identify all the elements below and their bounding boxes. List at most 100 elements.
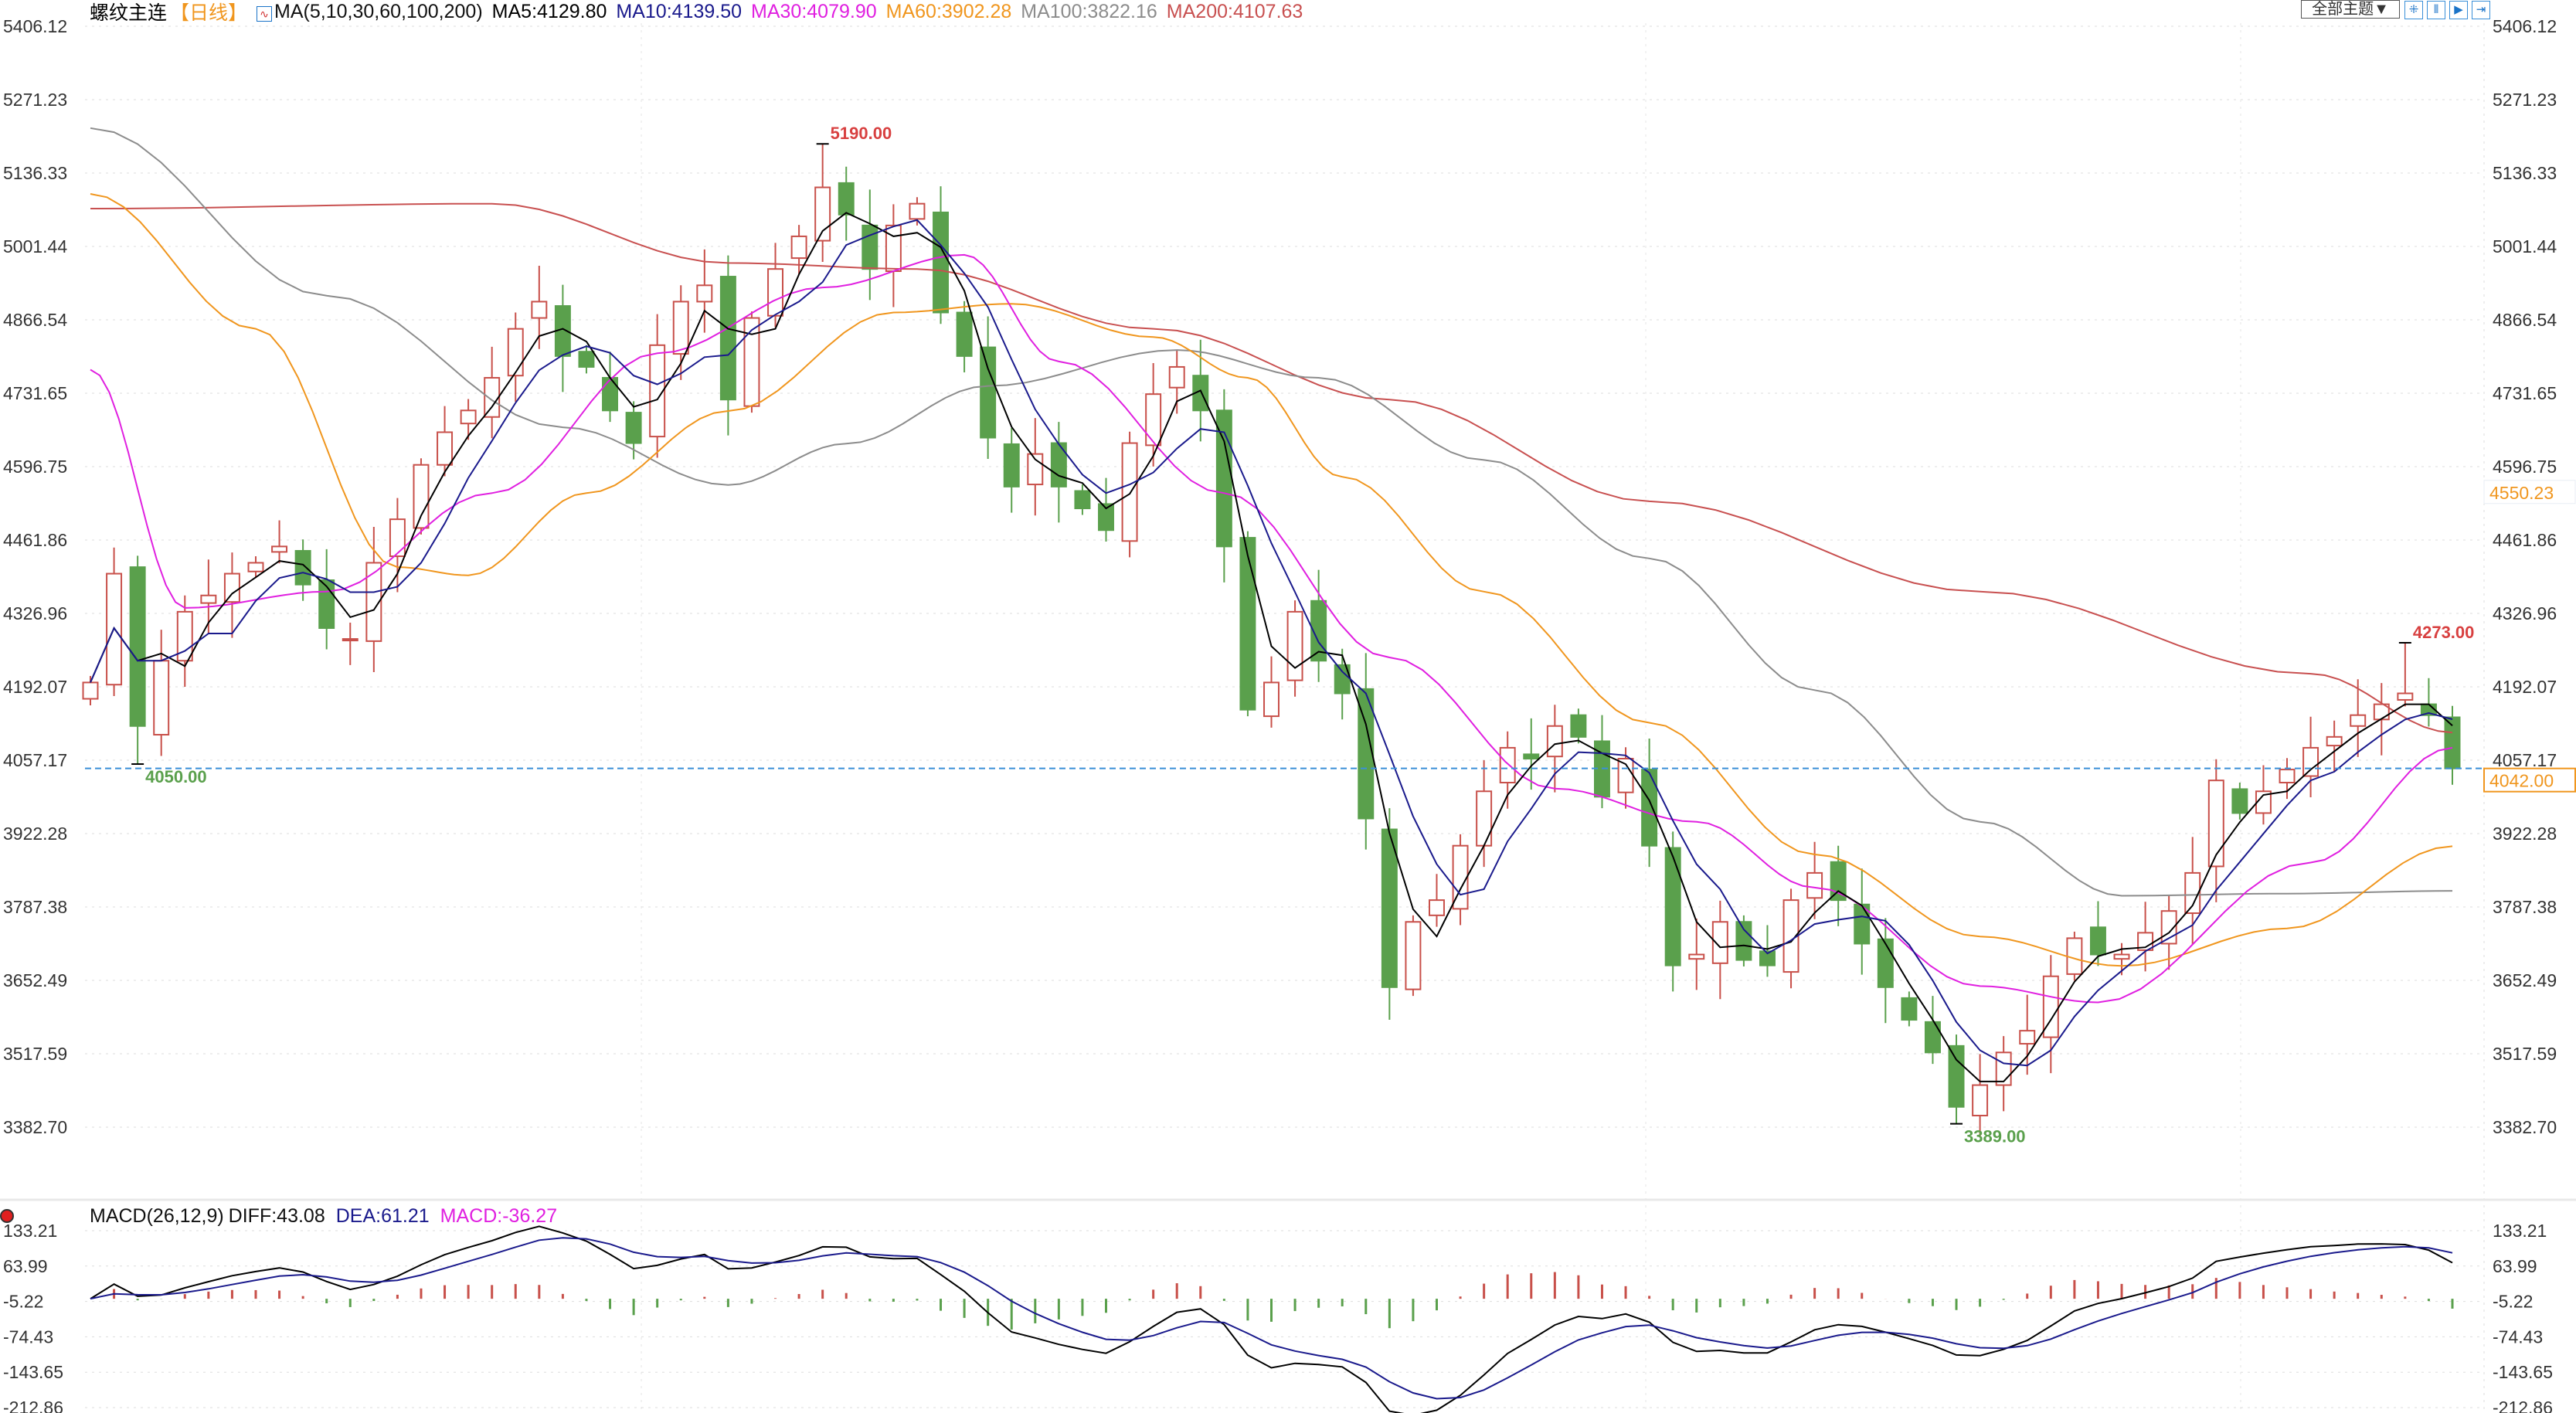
candle — [696, 249, 713, 333]
macd-tick-right: 133.21 — [2493, 1221, 2547, 1241]
macd-tick-left: -212.86 — [3, 1398, 63, 1413]
candle-body — [672, 301, 689, 355]
candle-body — [814, 186, 831, 242]
y-tick-label-left: 4596.75 — [3, 457, 67, 477]
macd-value: MACD:-36.27 — [440, 1205, 558, 1227]
candle-body — [1499, 746, 1516, 783]
candle-body — [1948, 1044, 1965, 1108]
candle — [2231, 782, 2248, 820]
candle — [247, 556, 264, 579]
candle — [1215, 389, 1232, 583]
candle — [1499, 731, 1516, 809]
candle — [2184, 837, 2201, 945]
candle — [1688, 919, 1705, 990]
candle — [1027, 418, 1044, 516]
candle — [649, 314, 666, 458]
y-tick-label-left: 5406.12 — [3, 16, 67, 36]
ma200-line — [90, 202, 2453, 734]
crosshair-icon[interactable]: ⁜ — [2404, 1, 2423, 19]
candle — [1617, 747, 1634, 809]
candle — [1358, 653, 1375, 850]
candle-body — [602, 377, 619, 412]
candle-body — [885, 224, 902, 272]
candle — [1735, 915, 1752, 967]
theme-select-button[interactable]: 全部主题▼ — [2301, 0, 2400, 19]
candle-body — [1546, 725, 1563, 758]
ma100-line — [90, 127, 2453, 897]
candle — [1523, 718, 1540, 790]
ma200-value: MA200:4107.63 — [1166, 0, 1303, 22]
settings-icon[interactable] — [0, 1209, 14, 1223]
candle — [1476, 760, 1493, 868]
candle-body — [696, 284, 713, 303]
macd-diff-line — [90, 1225, 2453, 1413]
jump-to-end-icon[interactable]: ⇥ — [2472, 1, 2490, 19]
candle — [838, 166, 855, 241]
candle — [223, 552, 240, 638]
candle — [1286, 600, 1303, 697]
ma30-value: MA30:4079.90 — [751, 0, 877, 22]
candle-body — [1381, 828, 1398, 988]
low-price-label: 4050.00 — [145, 767, 207, 786]
candle — [1711, 900, 1728, 1000]
candle — [1074, 484, 1091, 515]
candle — [318, 549, 335, 650]
play-forward-icon[interactable]: ▶ — [2449, 1, 2468, 19]
candle — [1995, 1036, 2012, 1112]
ma60-value: MA60:3902.28 — [885, 0, 1012, 22]
candle — [82, 675, 99, 705]
y-tick-label-left: 3382.70 — [3, 1117, 67, 1137]
macd-tick-right: 63.99 — [2493, 1256, 2537, 1276]
zoom-in-bars-icon[interactable]: ⫴ — [2427, 1, 2445, 19]
y-tick-label-left: 4057.17 — [3, 750, 67, 770]
macd-params[interactable]: MACD(26,12,9) — [90, 1205, 224, 1227]
y-tick-label-left: 4192.07 — [3, 677, 67, 697]
candle — [2089, 901, 2106, 966]
y-tick-label-right: 4192.07 — [2493, 677, 2557, 697]
candle — [1972, 1054, 1989, 1137]
candle — [814, 144, 831, 263]
candle — [1168, 350, 1185, 414]
candle — [484, 346, 501, 439]
ma-params[interactable]: ∿ MA(5,10,30,60,100,200) — [257, 1, 483, 23]
candle — [1854, 868, 1871, 975]
candle-body — [1429, 899, 1445, 916]
macd-tick-right: -74.43 — [2493, 1326, 2543, 1347]
candle-body — [2231, 788, 2248, 814]
symbol-name: 螺纹主连 — [90, 2, 168, 24]
low-price-label: 3389.00 — [1964, 1127, 2026, 1146]
candle-body — [909, 202, 926, 220]
candle — [106, 547, 123, 697]
candle-body — [1003, 443, 1020, 487]
y-tick-label-right: 4866.54 — [2493, 310, 2557, 330]
candle — [1782, 888, 1799, 989]
macd-tick-left: -5.22 — [3, 1292, 43, 1312]
candle-body — [1664, 847, 1681, 966]
candle — [1594, 715, 1610, 809]
candle — [1405, 915, 1422, 997]
candle-body — [342, 638, 359, 642]
candle-body — [129, 566, 146, 727]
y-tick-label-right: 5001.44 — [2493, 236, 2557, 256]
candle-body — [2350, 714, 2367, 727]
candle-body — [437, 431, 454, 466]
candle — [625, 401, 642, 460]
candle-body — [1523, 753, 1540, 760]
y-tick-label-right: 3517.59 — [2493, 1044, 2557, 1064]
high-price-label: 4273.00 — [2413, 623, 2475, 642]
y-tick-label-right: 4057.17 — [2493, 750, 2557, 770]
candle-body — [1972, 1084, 1989, 1116]
candle-body — [2089, 926, 2106, 956]
period-label[interactable]: 【日线】 — [170, 2, 248, 24]
candle — [1570, 708, 1587, 744]
candle-body — [1476, 790, 1493, 847]
candle-body — [1806, 871, 1823, 899]
candle-body — [531, 301, 548, 319]
y-tick-label-left: 4326.96 — [3, 603, 67, 623]
candle — [365, 526, 382, 673]
candle — [980, 316, 997, 459]
ma30-line — [90, 253, 2453, 1004]
candle — [719, 255, 736, 436]
candle-body — [1759, 950, 1776, 966]
